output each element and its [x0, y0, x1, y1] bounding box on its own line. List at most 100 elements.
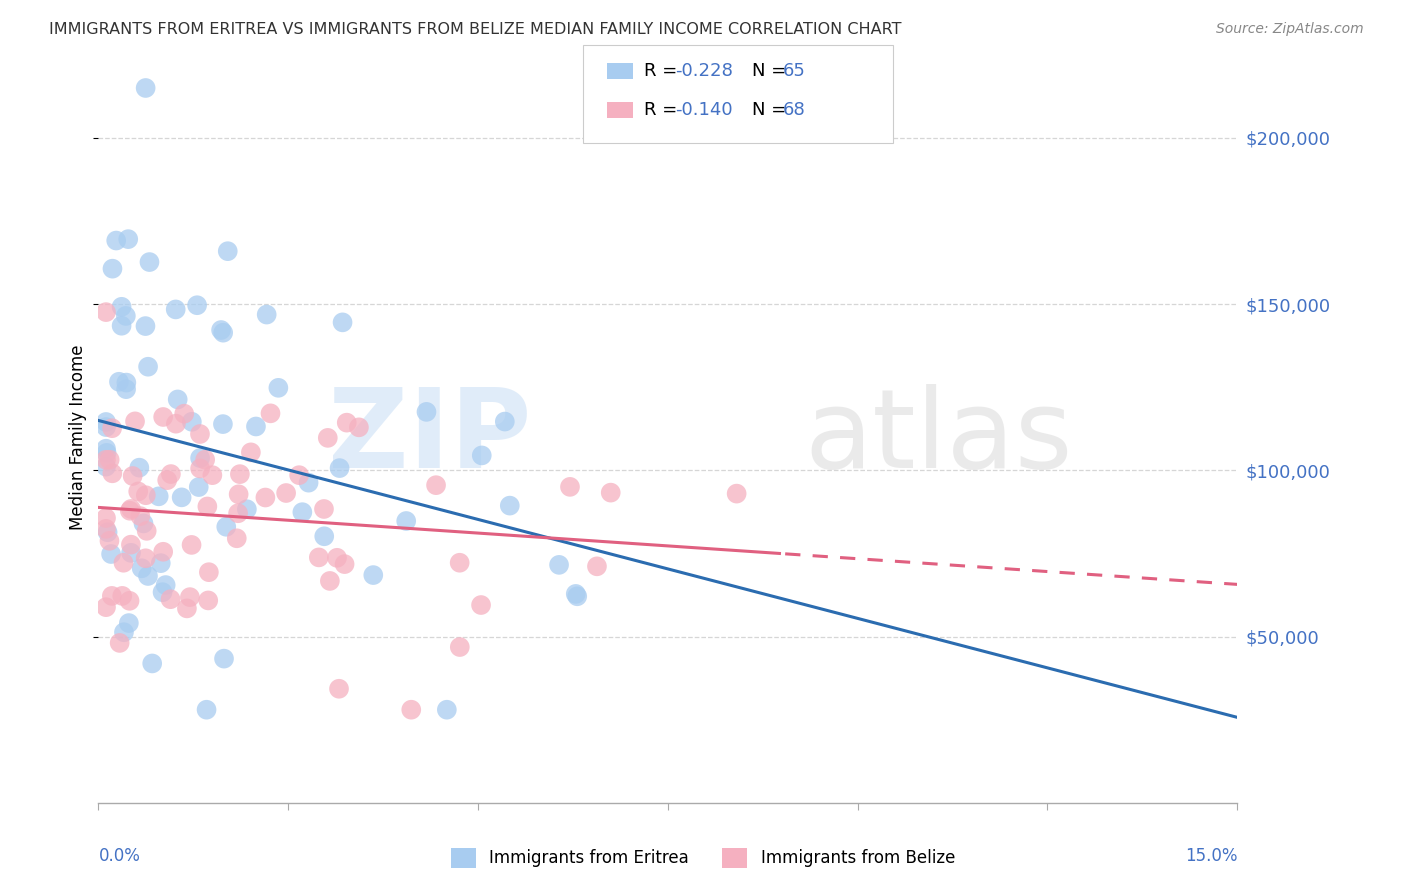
Text: 68: 68 — [783, 101, 806, 119]
Point — [124, 414, 146, 428]
Point — [94, 415, 117, 429]
Text: -0.228: -0.228 — [675, 62, 733, 80]
Point — [179, 590, 201, 604]
Point — [316, 431, 339, 445]
Point — [120, 502, 142, 516]
Point — [117, 232, 139, 246]
Point — [725, 486, 748, 500]
Point — [165, 302, 187, 317]
Point — [152, 585, 174, 599]
Y-axis label: Median Family Income: Median Family Income — [69, 344, 87, 530]
Point — [229, 467, 252, 482]
Point — [197, 593, 219, 607]
Point — [166, 392, 188, 407]
Point — [226, 506, 249, 520]
Point — [187, 480, 209, 494]
Point — [336, 416, 359, 430]
Point — [94, 452, 117, 467]
Text: R =: R = — [644, 101, 683, 119]
Point — [436, 703, 458, 717]
Point — [326, 550, 349, 565]
Point — [131, 561, 153, 575]
Point — [128, 460, 150, 475]
Point — [94, 420, 117, 434]
Point — [101, 261, 124, 276]
Point — [215, 520, 238, 534]
Text: atlas: atlas — [804, 384, 1073, 491]
Point — [135, 81, 157, 95]
Point — [101, 467, 124, 481]
Point — [332, 315, 354, 329]
Point — [176, 601, 198, 615]
Point — [333, 557, 356, 571]
Point — [110, 318, 132, 333]
Text: N =: N = — [752, 62, 792, 80]
Point — [319, 574, 342, 588]
Text: Source: ZipAtlas.com: Source: ZipAtlas.com — [1216, 22, 1364, 37]
Point — [401, 703, 423, 717]
Point — [188, 450, 211, 465]
Point — [135, 551, 157, 566]
Point — [329, 461, 352, 475]
Point — [198, 565, 221, 579]
Point — [267, 381, 290, 395]
Text: 65: 65 — [783, 62, 806, 80]
Point — [165, 417, 187, 431]
Point — [94, 305, 117, 319]
Point — [94, 459, 117, 474]
Point — [259, 406, 281, 420]
Point — [173, 407, 195, 421]
Point — [415, 405, 437, 419]
Point — [470, 598, 492, 612]
Point — [120, 538, 142, 552]
Point — [180, 538, 202, 552]
Point — [94, 442, 117, 456]
Point — [274, 486, 297, 500]
Point — [108, 636, 131, 650]
Point — [567, 589, 589, 603]
Point — [115, 309, 138, 323]
Point — [135, 524, 157, 538]
Text: R =: R = — [644, 62, 683, 80]
Point — [239, 445, 262, 459]
Point — [548, 558, 571, 572]
Point — [188, 427, 211, 442]
Point — [135, 488, 157, 502]
Point — [138, 255, 160, 269]
Point — [141, 657, 163, 671]
Point — [108, 375, 131, 389]
Point — [194, 452, 217, 467]
Text: ZIP: ZIP — [328, 384, 531, 491]
Point — [152, 545, 174, 559]
Point — [118, 616, 141, 631]
Point — [101, 421, 124, 435]
Point — [94, 600, 117, 615]
Point — [160, 467, 183, 481]
Point — [225, 531, 247, 545]
Text: 0.0%: 0.0% — [98, 847, 141, 864]
Point — [188, 461, 211, 475]
Point — [98, 533, 121, 548]
Point — [201, 468, 224, 483]
Point — [155, 578, 177, 592]
Point — [97, 525, 120, 540]
Point — [96, 446, 118, 460]
Text: -0.140: -0.140 — [675, 101, 733, 119]
Point — [254, 491, 277, 505]
Point — [118, 504, 141, 518]
Point — [395, 514, 418, 528]
Point — [111, 589, 134, 603]
Point — [256, 308, 278, 322]
Point — [148, 489, 170, 503]
Legend: Immigrants from Eritrea, Immigrants from Belize: Immigrants from Eritrea, Immigrants from… — [444, 841, 962, 875]
Point — [212, 651, 235, 665]
Point — [217, 244, 239, 259]
Point — [120, 546, 142, 560]
Point — [308, 550, 330, 565]
Point — [347, 420, 370, 434]
Point — [100, 547, 122, 561]
Point — [599, 485, 621, 500]
Text: N =: N = — [752, 101, 792, 119]
Point — [449, 640, 471, 654]
Point — [449, 556, 471, 570]
